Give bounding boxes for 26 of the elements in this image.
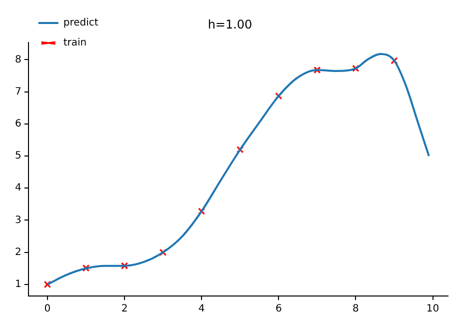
point xyxy=(159,248,167,256)
legend-label: train xyxy=(63,38,87,49)
y-tick-label: 5 xyxy=(14,150,22,162)
point xyxy=(198,208,206,215)
chart-title: h=1.00 xyxy=(208,17,252,32)
y-tick-label: 6 xyxy=(14,118,22,130)
y-tick-label: 7 xyxy=(14,86,22,98)
x-tick-label: 0 xyxy=(44,304,51,315)
point xyxy=(236,146,244,154)
y-tick-label: 2 xyxy=(14,246,22,258)
point xyxy=(44,280,52,288)
x-tick-label: 10 xyxy=(426,304,440,315)
point xyxy=(352,64,360,72)
y-tick-label: 1 xyxy=(14,279,22,290)
point xyxy=(314,66,321,74)
line-series xyxy=(46,52,430,286)
x-tick-label: 6 xyxy=(275,304,282,315)
x-tick-label: 4 xyxy=(198,304,205,315)
point xyxy=(120,262,128,270)
x-tick-label: 8 xyxy=(352,304,359,315)
point xyxy=(82,264,90,272)
legend-label: predict xyxy=(63,18,98,29)
y-tick-label: 4 xyxy=(14,182,22,194)
y-tick-label: 3 xyxy=(14,214,22,226)
y-tick-label: 8 xyxy=(14,54,22,66)
x-tick-label: 2 xyxy=(121,304,128,315)
